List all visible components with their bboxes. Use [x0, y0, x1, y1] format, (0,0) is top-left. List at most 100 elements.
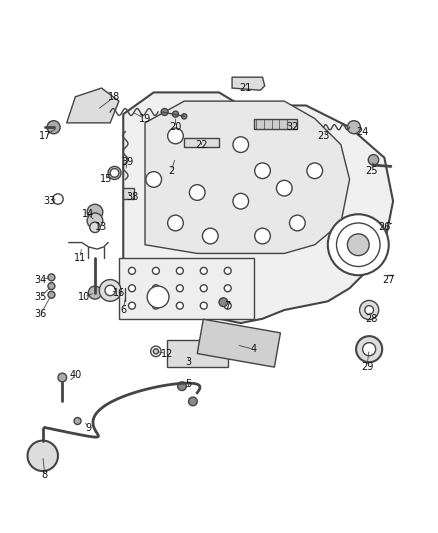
Text: 6: 6 — [120, 305, 126, 315]
Circle shape — [47, 120, 60, 134]
Circle shape — [128, 302, 135, 309]
Circle shape — [128, 285, 135, 292]
Circle shape — [347, 234, 369, 256]
Text: 40: 40 — [69, 370, 81, 381]
Circle shape — [48, 282, 55, 289]
Circle shape — [365, 305, 374, 314]
Circle shape — [28, 441, 58, 471]
Text: 4: 4 — [251, 344, 257, 354]
Circle shape — [307, 163, 322, 179]
Text: 22: 22 — [195, 140, 208, 150]
Circle shape — [99, 279, 121, 301]
Text: 36: 36 — [35, 309, 47, 319]
Circle shape — [200, 302, 207, 309]
Text: 38: 38 — [126, 192, 138, 202]
Text: 24: 24 — [357, 126, 369, 136]
Polygon shape — [232, 77, 265, 90]
Circle shape — [200, 268, 207, 274]
Text: 19: 19 — [139, 114, 151, 124]
Text: 33: 33 — [43, 196, 55, 206]
Polygon shape — [67, 88, 119, 123]
Circle shape — [153, 349, 159, 354]
Circle shape — [152, 285, 159, 292]
Circle shape — [363, 343, 376, 356]
Text: 15: 15 — [100, 174, 112, 184]
Circle shape — [87, 204, 103, 220]
Bar — [123, 188, 134, 199]
Circle shape — [146, 172, 162, 187]
Circle shape — [177, 285, 184, 292]
Text: 14: 14 — [82, 209, 95, 219]
Circle shape — [178, 382, 186, 391]
Text: 3: 3 — [185, 357, 191, 367]
Text: 32: 32 — [287, 122, 299, 132]
Circle shape — [161, 109, 168, 116]
Circle shape — [182, 114, 187, 119]
Text: 17: 17 — [39, 131, 51, 141]
Text: 21: 21 — [239, 83, 251, 93]
Circle shape — [110, 168, 119, 177]
Circle shape — [224, 302, 231, 309]
Circle shape — [224, 268, 231, 274]
Circle shape — [173, 111, 179, 117]
Text: 28: 28 — [365, 314, 378, 324]
Circle shape — [188, 397, 197, 406]
Circle shape — [177, 302, 184, 309]
Circle shape — [189, 184, 205, 200]
Circle shape — [276, 180, 292, 196]
Text: 35: 35 — [34, 292, 47, 302]
Circle shape — [200, 285, 207, 292]
Circle shape — [328, 214, 389, 275]
Text: 2: 2 — [168, 166, 174, 176]
Circle shape — [233, 137, 249, 152]
Circle shape — [128, 268, 135, 274]
Circle shape — [224, 285, 231, 292]
Circle shape — [290, 215, 305, 231]
Bar — [254, 118, 297, 130]
Polygon shape — [123, 92, 393, 323]
Circle shape — [254, 228, 270, 244]
Text: 29: 29 — [361, 361, 373, 372]
Circle shape — [88, 286, 102, 299]
Circle shape — [177, 268, 184, 274]
Text: 9: 9 — [85, 423, 92, 433]
Circle shape — [368, 155, 379, 165]
Polygon shape — [145, 101, 350, 254]
Text: 27: 27 — [382, 274, 395, 285]
Circle shape — [152, 302, 159, 309]
Polygon shape — [119, 258, 254, 319]
Circle shape — [108, 166, 121, 180]
Circle shape — [74, 417, 81, 424]
Text: 26: 26 — [378, 222, 391, 232]
Text: 12: 12 — [161, 349, 173, 359]
Circle shape — [53, 194, 63, 204]
Circle shape — [360, 301, 379, 320]
Text: 5: 5 — [185, 379, 192, 389]
Circle shape — [48, 292, 55, 298]
Circle shape — [336, 223, 380, 266]
Circle shape — [151, 346, 161, 357]
Text: 8: 8 — [42, 471, 48, 480]
Text: 25: 25 — [365, 166, 378, 176]
Text: 39: 39 — [121, 157, 134, 167]
Text: 11: 11 — [74, 253, 86, 263]
Text: 20: 20 — [170, 122, 182, 132]
Circle shape — [87, 213, 103, 229]
Text: 23: 23 — [317, 131, 330, 141]
Circle shape — [58, 373, 67, 382]
Bar — [184, 138, 219, 147]
Text: 13: 13 — [95, 222, 108, 232]
Text: 18: 18 — [109, 92, 121, 102]
Circle shape — [168, 128, 184, 144]
Circle shape — [202, 228, 218, 244]
Circle shape — [90, 222, 100, 232]
Circle shape — [347, 120, 360, 134]
Circle shape — [254, 163, 270, 179]
Circle shape — [168, 215, 184, 231]
Circle shape — [356, 336, 382, 362]
Text: 16: 16 — [113, 288, 125, 297]
Bar — [167, 341, 228, 367]
Text: 10: 10 — [78, 292, 90, 302]
Circle shape — [48, 274, 55, 281]
Circle shape — [152, 268, 159, 274]
